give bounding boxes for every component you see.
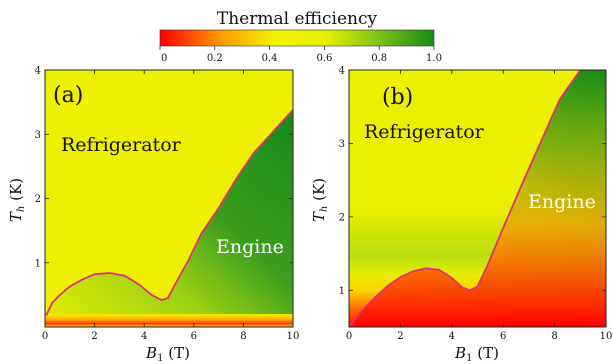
colorbar-tick-label: 0.6	[316, 53, 332, 64]
colorbar-tick-label: 0	[161, 53, 167, 64]
panel-b-ytick-label: 3	[339, 139, 345, 150]
panel-a-bottom-strip	[45, 314, 293, 327]
panel-a-xtick-label: 6	[191, 331, 197, 342]
panel-a-ytick-label: 1	[35, 258, 41, 269]
panel-a-refrigerator-label: Refrigerator	[61, 134, 182, 156]
panel-a-ytick-label: 2	[35, 194, 41, 205]
panel-b-ytick-label: 1	[339, 286, 345, 297]
colorbar-tick-label: 1.0	[426, 53, 442, 64]
panel-a-ytick-label: 4	[35, 66, 41, 77]
panel-b-xtick-label: 10	[600, 331, 613, 342]
panel-b-xtick-label: 2	[397, 331, 403, 342]
panel-a-label: (a)	[53, 83, 83, 108]
panel-a-ytick-label: 3	[35, 130, 41, 141]
panel-b-engine-label: Engine	[528, 191, 596, 213]
panel-a-engine-region	[46, 109, 293, 327]
panel-a-xtick-label: 2	[91, 331, 97, 342]
panel-b-xtick-label: 0	[346, 331, 352, 342]
panel-a-xlabel: B1 (T)	[145, 344, 190, 364]
panel-a-boundary-curve	[45, 109, 293, 316]
panel-b-engine-region-low	[349, 70, 606, 327]
panel-b-xtick-label: 4	[449, 331, 455, 342]
panel-a-xtick-label: 4	[141, 331, 147, 342]
panel-b-label: (b)	[382, 85, 413, 110]
panel-b-ylabel: Th (K)	[310, 178, 330, 222]
colorbar-ticks: 0 0.2 0.4 0.6 0.8 1.0	[159, 46, 442, 64]
panel-a-engine-label: Engine	[216, 236, 284, 258]
colorbar-tick-label: 0.4	[262, 53, 278, 64]
panel-b-xtick-label: 8	[551, 331, 557, 342]
panel-b-ytick-label: 2	[339, 212, 345, 223]
panel-b-xtick-label: 6	[500, 331, 506, 342]
colorbar-tick-label: 0.2	[207, 53, 223, 64]
panel-a-ylabel: Th (K)	[7, 178, 27, 222]
colorbar-tick-label: 0.8	[371, 53, 387, 64]
panel-a-xtick-label: 8	[240, 331, 246, 342]
panel-b-ytick-label: 4	[339, 66, 345, 77]
panel-a-xtick-label: 10	[287, 331, 300, 342]
panel-b-refrigerator-label: Refrigerator	[364, 121, 485, 143]
colorbar	[159, 29, 435, 47]
panel-b-xlabel: B1 (T)	[454, 344, 499, 364]
panel-b-boundary-curve	[349, 70, 582, 327]
panel-a-xtick-label: 0	[42, 331, 48, 342]
colorbar-title: Thermal efficiency	[217, 9, 378, 29]
panel-b-frame	[348, 69, 607, 328]
